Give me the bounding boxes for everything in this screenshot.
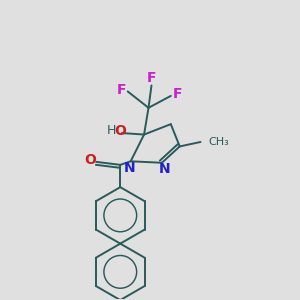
Text: F: F [147, 71, 156, 85]
Text: F: F [172, 87, 182, 101]
Text: O: O [114, 124, 126, 138]
Text: O: O [84, 153, 96, 167]
Text: CH₃: CH₃ [209, 137, 230, 147]
Text: F: F [117, 83, 127, 97]
Text: N: N [159, 162, 171, 176]
Text: N: N [123, 161, 135, 175]
Text: H: H [107, 124, 116, 137]
